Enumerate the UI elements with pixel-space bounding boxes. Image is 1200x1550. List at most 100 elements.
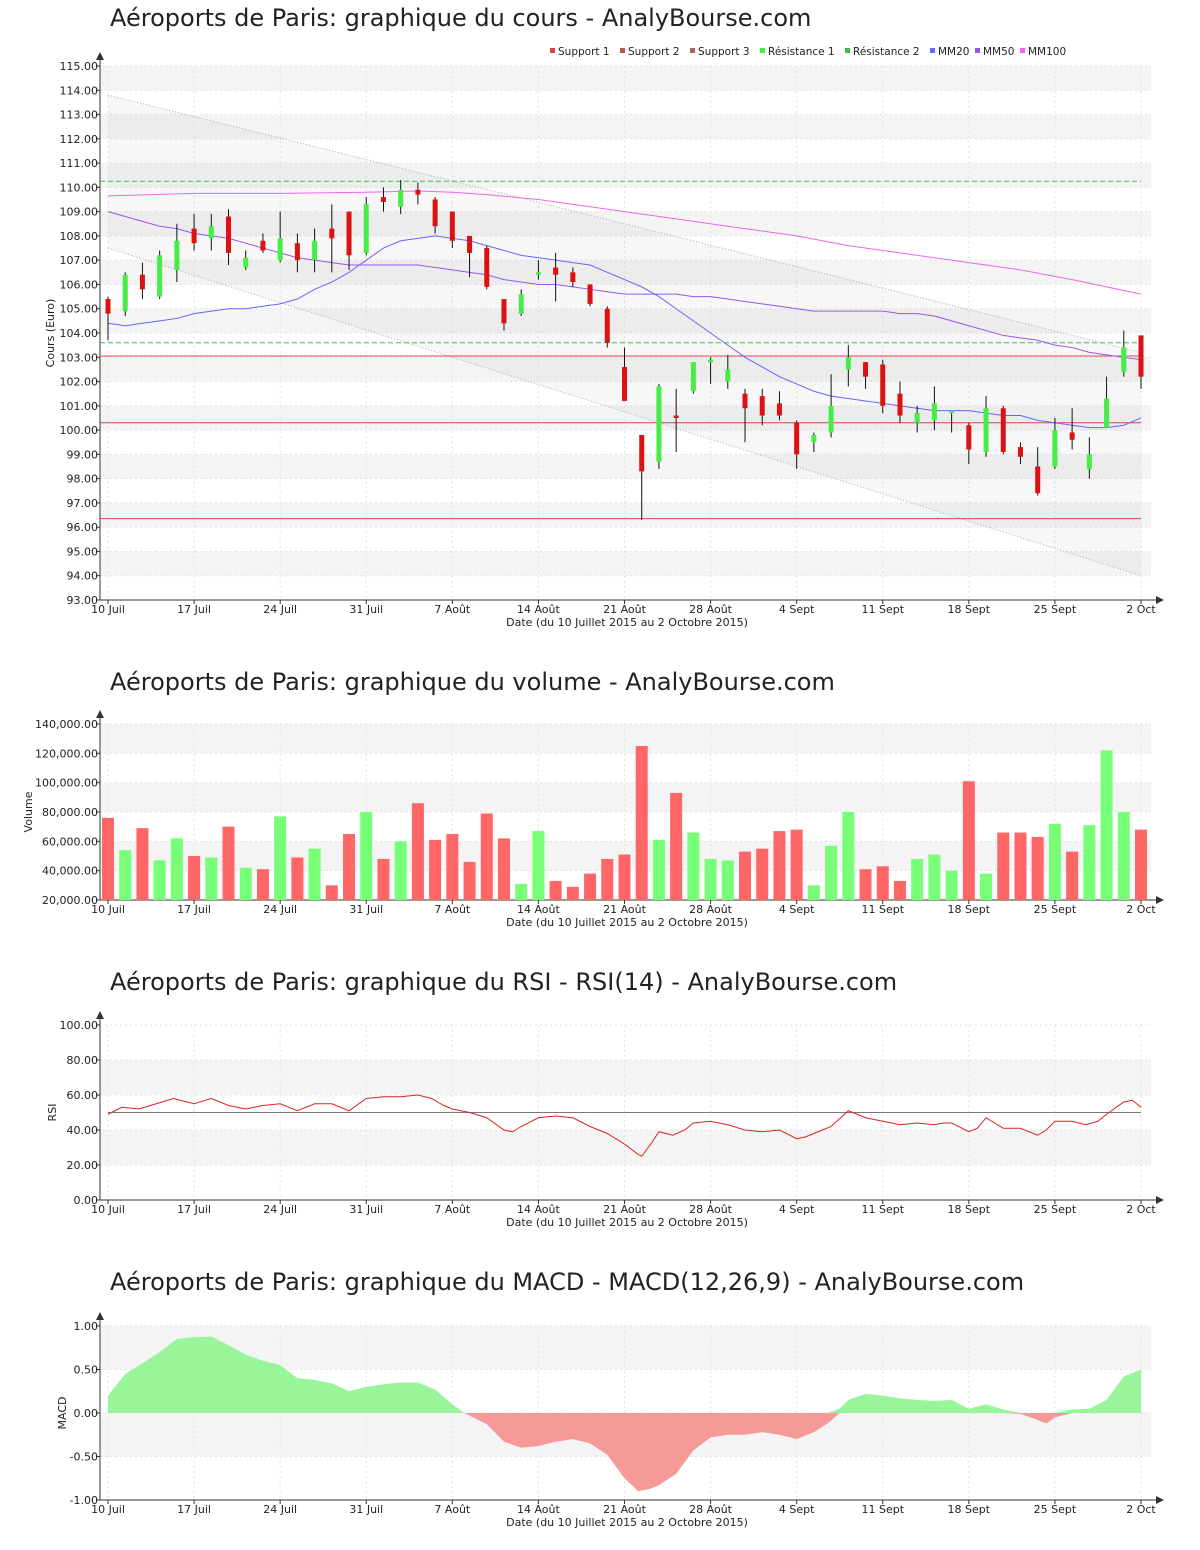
y-tick-label: 96.00 bbox=[67, 521, 99, 534]
candle-body bbox=[1069, 432, 1075, 440]
volume-bar bbox=[497, 838, 510, 900]
grid-band bbox=[100, 1130, 1151, 1165]
x-axis-arrow bbox=[1156, 1496, 1164, 1504]
rsi-line bbox=[107, 1094, 1142, 1157]
volume-bar bbox=[102, 817, 114, 900]
macd-chart-title: Aéroports de Paris: graphique du MACD - … bbox=[110, 1268, 1025, 1296]
x-tick-label: 11 Sept bbox=[861, 1203, 904, 1216]
volume-bar bbox=[1031, 836, 1044, 900]
x-tick-label: 31 Juil bbox=[349, 1503, 383, 1516]
x-axis-arrow bbox=[1156, 896, 1164, 904]
volume-bar bbox=[652, 839, 665, 900]
volume-bar bbox=[773, 831, 786, 900]
candle-body bbox=[673, 415, 679, 418]
x-tick-label: 14 Août bbox=[517, 1203, 561, 1216]
volume-bar bbox=[119, 850, 132, 900]
candle-body bbox=[1121, 347, 1127, 372]
volume-bar bbox=[205, 857, 218, 900]
candle-body bbox=[380, 197, 386, 202]
x-tick-label: 17 Juil bbox=[177, 1503, 211, 1516]
y-tick-label: 104.00 bbox=[60, 327, 99, 340]
x-axis-label: Date (du 10 Juillet 2015 au 2 Octobre 20… bbox=[506, 616, 748, 629]
x-tick-label: 17 Juil bbox=[177, 903, 211, 916]
volume-bar bbox=[859, 869, 872, 900]
volume-bar bbox=[411, 803, 424, 900]
candle-body bbox=[191, 228, 197, 244]
x-tick-label: 7 Août bbox=[434, 603, 471, 616]
volume-chart-title: Aéroports de Paris: graphique du volume … bbox=[110, 668, 835, 696]
x-tick-label: 18 Sept bbox=[948, 1503, 991, 1516]
macd-chart-panel: Aéroports de Paris: graphique du MACD - … bbox=[0, 1264, 1200, 1544]
x-tick-label: 7 Août bbox=[434, 1203, 471, 1216]
candle-body bbox=[897, 393, 903, 416]
x-axis-arrow bbox=[1156, 1196, 1164, 1204]
x-tick-label: 11 Sept bbox=[861, 603, 904, 616]
x-tick-label: 10 Juil bbox=[91, 1203, 125, 1216]
legend-label: Résistance 1 bbox=[768, 46, 835, 58]
x-tick-label: 18 Sept bbox=[948, 603, 991, 616]
macd-positive-area bbox=[108, 1336, 1141, 1413]
x-tick-label: 25 Sept bbox=[1034, 1503, 1077, 1516]
candle-body bbox=[294, 243, 300, 261]
volume-bar bbox=[687, 832, 700, 900]
y-tick-label: 20,000.00 bbox=[42, 894, 98, 907]
volume-bar bbox=[1083, 825, 1096, 900]
candle-body bbox=[260, 240, 266, 251]
candle-body bbox=[467, 235, 473, 253]
y-tick-label: 40.00 bbox=[67, 1124, 99, 1137]
candle-body bbox=[535, 272, 541, 275]
x-tick-label: 7 Août bbox=[434, 1503, 471, 1516]
candle-body bbox=[398, 189, 404, 207]
y-tick-label: 100.00 bbox=[60, 424, 99, 437]
volume-bar bbox=[446, 834, 459, 900]
volume-bar bbox=[618, 854, 631, 900]
volume-bar bbox=[962, 781, 975, 900]
candle-body bbox=[759, 396, 765, 416]
legend-swatch bbox=[845, 48, 850, 53]
y-axis-label: Cours (Euro) bbox=[44, 299, 57, 368]
candle-body bbox=[1052, 430, 1058, 467]
x-tick-label: 21 Août bbox=[603, 603, 647, 616]
candle-body bbox=[587, 284, 593, 304]
candle-body bbox=[1000, 408, 1006, 452]
x-tick-label: 28 Août bbox=[689, 603, 733, 616]
rsi-chart-panel: Aéroports de Paris: graphique du RSI - R… bbox=[0, 964, 1200, 1244]
grid-band bbox=[100, 114, 1151, 139]
x-tick-label: 4 Sept bbox=[779, 1503, 815, 1516]
macd-negative-area bbox=[108, 1413, 1141, 1492]
volume-bar bbox=[601, 858, 614, 900]
x-tick-label: 2 Oct bbox=[1126, 903, 1156, 916]
volume-bar bbox=[566, 886, 579, 900]
y-tick-label: 108.00 bbox=[60, 230, 99, 243]
y-tick-label: 95.00 bbox=[67, 545, 99, 558]
y-tick-label: 0.00 bbox=[74, 1407, 99, 1420]
x-axis-label: Date (du 10 Juillet 2015 au 2 Octobre 20… bbox=[506, 1516, 748, 1529]
x-tick-label: 21 Août bbox=[603, 903, 647, 916]
candle-body bbox=[363, 204, 369, 253]
x-tick-label: 24 Juil bbox=[263, 603, 297, 616]
candle-body bbox=[914, 413, 920, 423]
candle-body bbox=[484, 248, 490, 287]
volume-bar bbox=[670, 792, 683, 900]
volume-bar bbox=[1048, 823, 1061, 900]
volume-bar bbox=[325, 885, 338, 900]
legend-swatch bbox=[620, 48, 625, 53]
legend-label: Support 2 bbox=[628, 46, 680, 58]
candle-body bbox=[312, 240, 318, 261]
volume-bar bbox=[1135, 829, 1147, 900]
legend-label: MM50 bbox=[983, 46, 1014, 58]
x-tick-label: 18 Sept bbox=[948, 903, 991, 916]
volume-bar bbox=[515, 883, 528, 900]
candle-body bbox=[570, 272, 576, 283]
x-tick-label: 2 Oct bbox=[1126, 1503, 1156, 1516]
volume-bar bbox=[1066, 851, 1079, 900]
y-tick-label: 111.00 bbox=[60, 157, 99, 170]
volume-bar bbox=[928, 854, 941, 900]
volume-bar bbox=[532, 831, 545, 900]
price-chart-panel: Aéroports de Paris: graphique du cours -… bbox=[0, 0, 1200, 640]
grid-band bbox=[100, 1060, 1151, 1095]
grid-band bbox=[100, 724, 1151, 754]
grid-band bbox=[100, 405, 1151, 431]
volume-bar bbox=[721, 860, 734, 900]
candle-body bbox=[501, 299, 507, 324]
